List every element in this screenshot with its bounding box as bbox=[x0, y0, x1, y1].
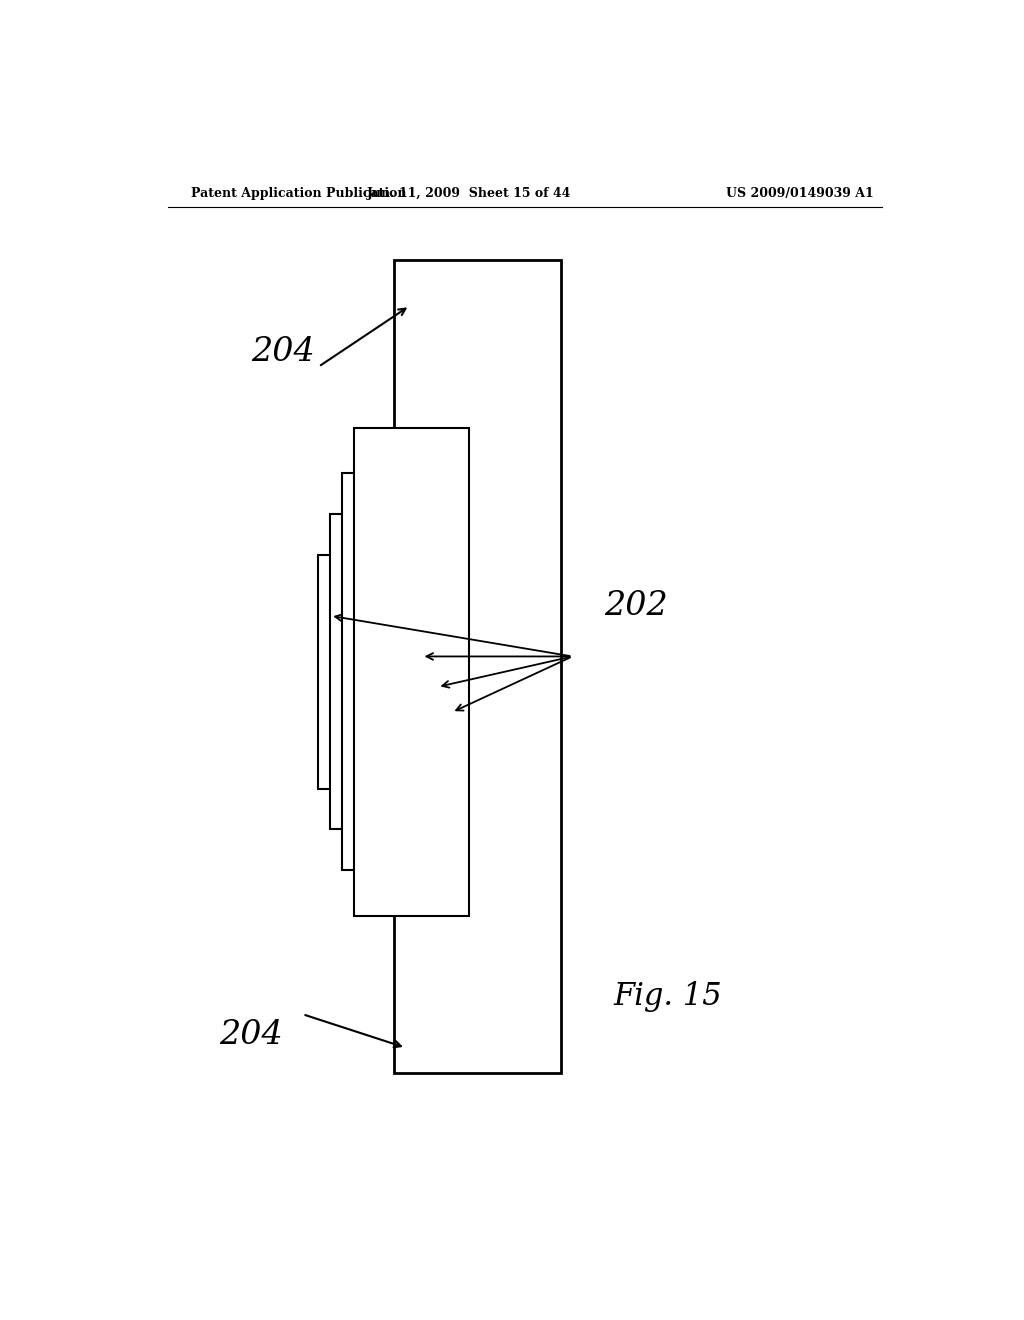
Bar bbox=[331, 515, 437, 829]
Text: 204: 204 bbox=[219, 1019, 283, 1051]
Bar bbox=[318, 554, 422, 788]
Text: US 2009/0149039 A1: US 2009/0149039 A1 bbox=[726, 187, 873, 201]
Text: 204: 204 bbox=[251, 335, 314, 367]
Bar bbox=[342, 474, 454, 870]
Bar bbox=[394, 260, 560, 1073]
Text: 202: 202 bbox=[604, 590, 668, 622]
Text: Jun. 11, 2009  Sheet 15 of 44: Jun. 11, 2009 Sheet 15 of 44 bbox=[367, 187, 571, 201]
Text: Fig. 15: Fig. 15 bbox=[613, 982, 722, 1012]
Text: Patent Application Publication: Patent Application Publication bbox=[191, 187, 407, 201]
Bar bbox=[354, 428, 469, 916]
